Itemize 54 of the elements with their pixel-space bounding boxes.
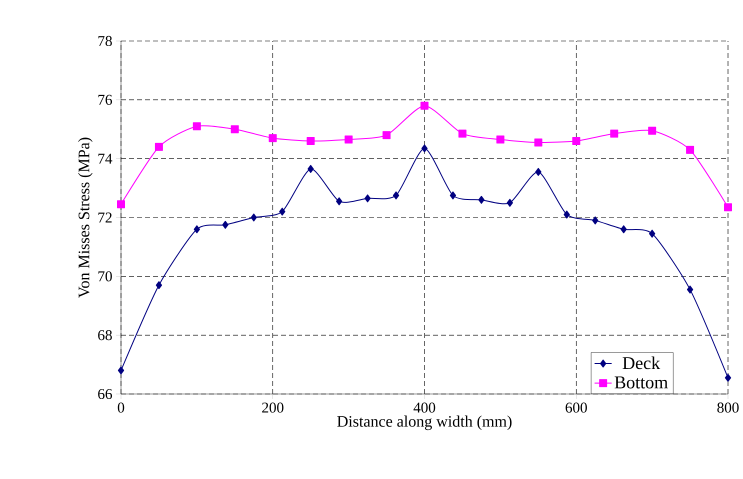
x-tick-label: 0 (118, 402, 124, 413)
point (250, 213, 257, 222)
x-tick-label: 400 (414, 402, 436, 413)
point (506, 198, 513, 207)
y-tick-label: 66 (98, 388, 112, 400)
point (648, 126, 656, 135)
point (535, 168, 542, 176)
y-tick-label: 68 (98, 330, 112, 340)
point (450, 191, 456, 200)
point (724, 374, 732, 382)
point (534, 138, 542, 146)
point (649, 230, 656, 238)
point (308, 164, 314, 173)
point (686, 146, 694, 154)
point (392, 191, 400, 200)
point (592, 216, 598, 224)
x-tick-label: 600 (566, 402, 587, 413)
point (421, 144, 428, 152)
y-tick-label: 72 (98, 212, 112, 222)
y-tick-label: 76 (98, 94, 112, 105)
point (564, 210, 570, 219)
point (279, 208, 286, 216)
point (620, 225, 627, 234)
point (118, 366, 124, 374)
point (154, 142, 163, 151)
x-tick-label: 800 (717, 402, 739, 413)
point (724, 203, 732, 212)
y-tick-label: 70 (98, 271, 112, 282)
point (336, 197, 342, 206)
point (382, 131, 391, 140)
legend-label: Bottom (614, 376, 668, 388)
point (610, 130, 618, 138)
point (268, 134, 277, 142)
point (496, 136, 504, 144)
point (686, 286, 694, 294)
x-tick-label: 200 (262, 402, 284, 413)
y-axis-title: Von Misses Stress (MPa) (78, 138, 93, 298)
point (572, 137, 580, 146)
point (194, 225, 200, 234)
legend-label: Deck (622, 356, 660, 370)
point (458, 130, 466, 138)
point (364, 194, 371, 202)
x-axis-title: Distance along width (mm) (337, 416, 512, 430)
point (192, 122, 201, 130)
point (420, 102, 429, 110)
point (306, 137, 315, 146)
y-tick-label: 78 (98, 36, 112, 46)
y-tick-label: 74 (98, 154, 112, 164)
point (478, 196, 485, 204)
point (156, 281, 162, 290)
point (222, 220, 228, 229)
point (344, 136, 353, 144)
point (117, 200, 125, 208)
point (230, 125, 239, 134)
